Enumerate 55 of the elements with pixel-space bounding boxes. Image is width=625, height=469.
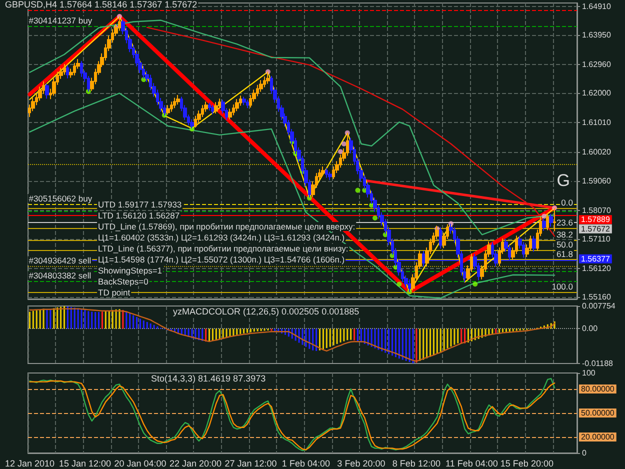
- x-tick-label: 27 Jan 12:00: [224, 458, 277, 468]
- y-tick-label: 1.60020: [582, 148, 612, 157]
- y-tick-label: -0.01188: [582, 359, 614, 368]
- annotation: 50.0: [556, 239, 574, 250]
- annotation: 61.8: [556, 249, 574, 260]
- annotation: G: [556, 171, 570, 190]
- x-tick-label: 22 Jan 20:00: [169, 458, 222, 468]
- annotation: LTD 1.56120 1.56287: [98, 210, 180, 220]
- y-tick-label: 1.62960: [582, 60, 612, 70]
- annotation: ShowingSteps=1: [98, 266, 162, 276]
- annotation: LTD_Line (1.56377), при пробитии предполагаемые цели внизу:: [98, 244, 348, 254]
- y-tick-label: 1.56120: [582, 264, 612, 273]
- chart-title: GBPUSD,H4 1.57664 1.58146 1.57367 1.57672: [5, 0, 198, 10]
- annotation: UTD 1.59177 1.57933: [98, 200, 182, 210]
- chart-title: Sto(14,3,3) 81.4619 87.3973: [151, 374, 266, 384]
- y-tick-label: 1.59060: [582, 176, 612, 186]
- ref-line-label: 1.56377: [581, 254, 610, 264]
- y-tick-label: 1.61010: [582, 118, 612, 128]
- annotation: 100.0: [552, 281, 574, 292]
- ref-line-label: 20.00000: [581, 432, 615, 442]
- x-tick-label: 15 Jan 12:00: [58, 458, 111, 468]
- annotation: TD point: [98, 288, 131, 298]
- annotation: #305156062 buy: [28, 194, 93, 204]
- annotation: Ц1=1.54598 (1774п.) Ц2=1.55072 (1300п.) Ц3=1.54766 (1606п.): [98, 254, 345, 264]
- ref-line-label: 50.00000: [581, 408, 615, 418]
- y-tick-label: 1.58070: [582, 206, 612, 215]
- x-tick-label: 11 Feb 04:00: [446, 458, 498, 468]
- annotation: 23.6: [556, 217, 574, 228]
- y-tick-label: 1.64910: [582, 2, 612, 12]
- x-tick-label: 3 Feb 20:00: [337, 458, 386, 468]
- annotation: 38.2: [556, 230, 574, 240]
- ref-line-label: 80.00000: [581, 384, 615, 394]
- annotation: 0.0: [561, 197, 574, 208]
- chart-title: yzMACDCOLOR (12,26,5) 0.002505 0.001885: [173, 306, 360, 316]
- annotation: UTD_Line (1.57869), при пробитии предполагаемые цели вверху:: [98, 222, 356, 232]
- x-tick-label: 15 Feb 20:00: [500, 458, 554, 468]
- x-tick-label: 12 Jan 2010: [4, 458, 54, 468]
- x-tick-label: 8 Feb 12:00: [392, 458, 440, 468]
- annotation: #304803382 sell: [28, 270, 92, 281]
- annotation: Ц1=1.60402 (3533п.) Ц2=1.61293 (3424п.) Ц3=1.61293 (3424п.): [98, 232, 345, 242]
- y-tick-label: 1.63950: [582, 30, 612, 40]
- y-tick-label: 0.00: [582, 324, 598, 334]
- y-tick-label: 0.007754: [582, 302, 616, 310]
- y-tick-label: 1.62000: [582, 88, 612, 98]
- x-tick-label: 20 Jan 04:00: [114, 458, 166, 468]
- annotation: #304936429 sell: [28, 256, 92, 266]
- ref-line-label: 1.57672: [581, 224, 610, 234]
- y-tick-label: 1.55160: [582, 292, 612, 302]
- annotation: #304141237 buy: [28, 16, 93, 26]
- y-tick-label: 1.57110: [582, 234, 611, 244]
- annotation: BackSteps=0: [98, 276, 149, 286]
- ref-line-label: 1.57889: [581, 215, 610, 224]
- y-tick-label: 0: [582, 448, 587, 458]
- y-tick-label: 100: [582, 368, 596, 378]
- x-tick-label: 1 Feb 04:00: [282, 458, 330, 468]
